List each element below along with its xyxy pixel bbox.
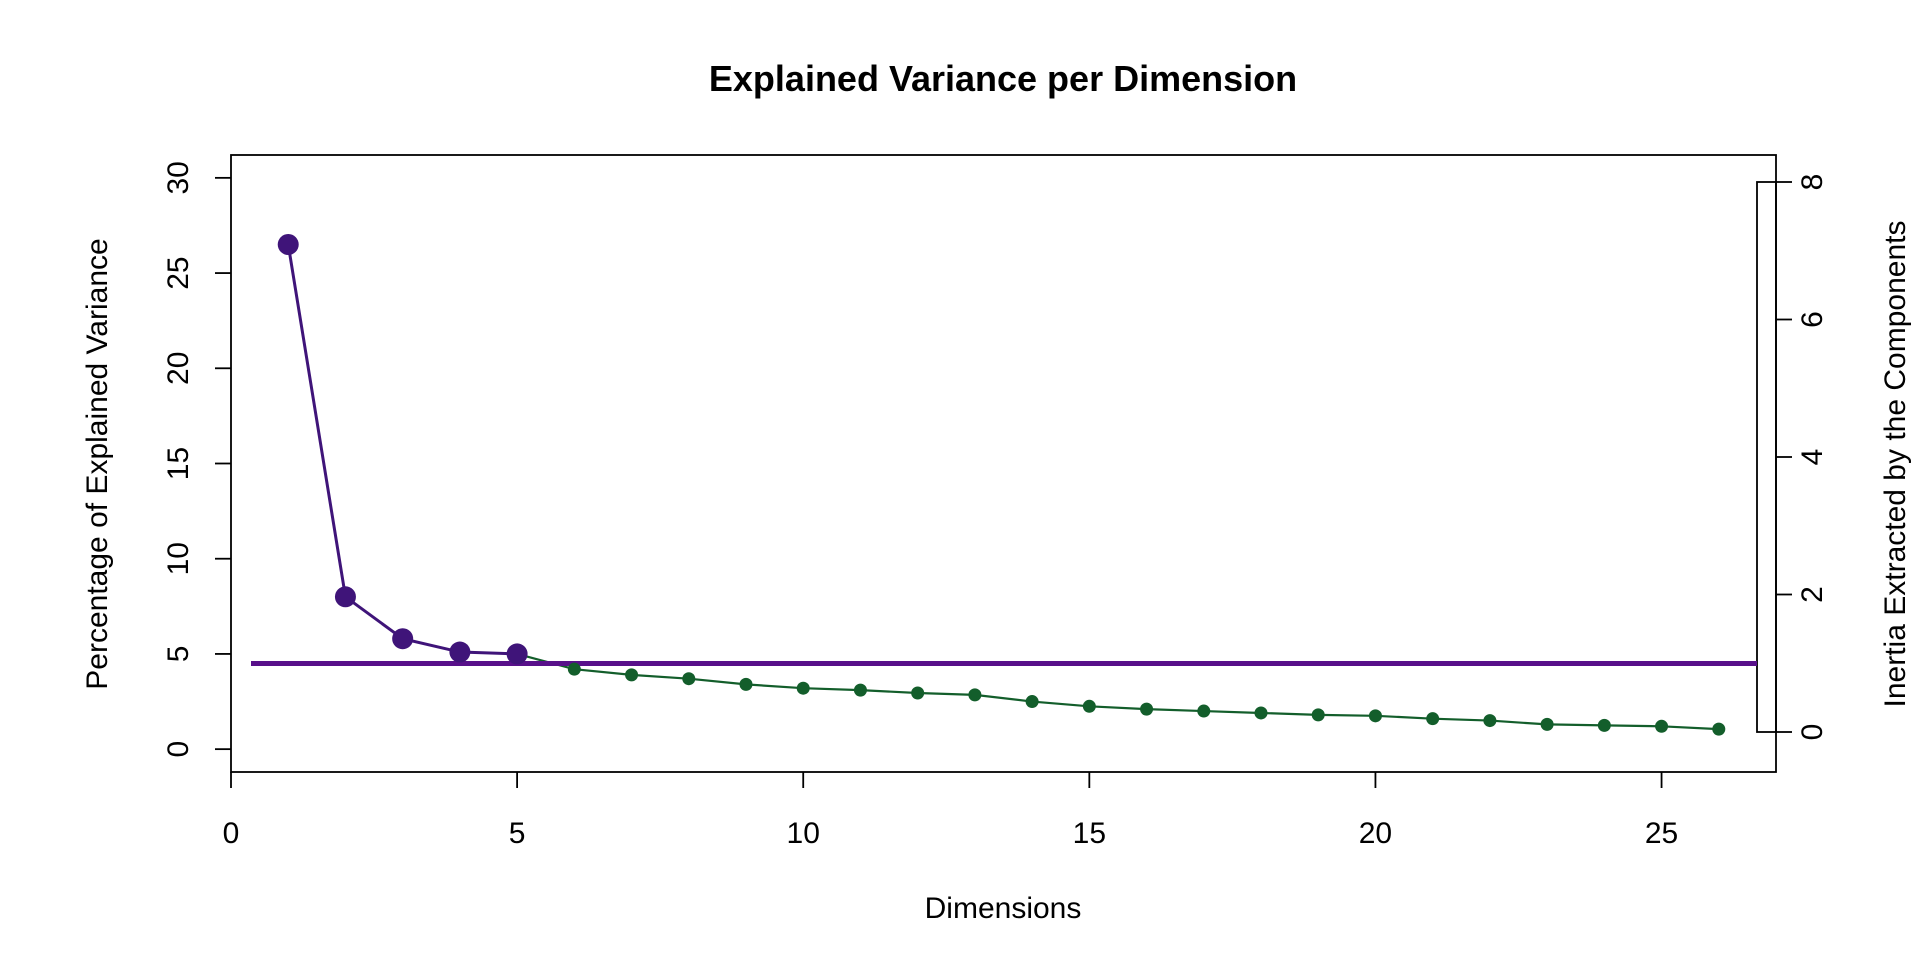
retained-data-point bbox=[449, 641, 471, 663]
data-point bbox=[853, 683, 867, 697]
data-point bbox=[1197, 704, 1211, 718]
x-tick-label: 25 bbox=[1645, 817, 1678, 850]
secondary-y-tick-label: 2 bbox=[1796, 586, 1829, 603]
data-point bbox=[1540, 717, 1554, 731]
data-point bbox=[739, 677, 753, 691]
secondary-y-axis-label: Inertia Extracted by the Components bbox=[1879, 221, 1912, 708]
y-tick-label: 20 bbox=[162, 352, 195, 385]
y-tick-label: 15 bbox=[162, 447, 195, 480]
data-point bbox=[567, 662, 581, 676]
y-tick-label: 25 bbox=[162, 256, 195, 289]
x-axis-label: Dimensions bbox=[925, 892, 1082, 925]
secondary-y-tick-label: 0 bbox=[1796, 724, 1829, 741]
retained-data-point bbox=[392, 628, 414, 650]
secondary-axis-bar bbox=[1756, 181, 1777, 733]
secondary-y-tick-label: 4 bbox=[1796, 449, 1829, 466]
secondary-y-axis: 0 2 4 6 8 bbox=[1776, 174, 1829, 741]
data-point bbox=[1597, 718, 1611, 732]
x-tick-label: 20 bbox=[1359, 817, 1392, 850]
x-tick-label: 10 bbox=[787, 817, 820, 850]
data-point bbox=[1025, 695, 1039, 709]
data-point bbox=[1140, 702, 1154, 716]
data-point bbox=[1368, 709, 1382, 723]
data-point bbox=[1426, 712, 1440, 726]
y-tick-label: 5 bbox=[162, 646, 195, 663]
data-point bbox=[1311, 708, 1325, 722]
plot-frame bbox=[230, 154, 1777, 773]
secondary-y-tick-label: 6 bbox=[1796, 311, 1829, 328]
data-point bbox=[1712, 722, 1726, 736]
data-point bbox=[1655, 719, 1669, 733]
data-point bbox=[682, 672, 696, 686]
data-point bbox=[1483, 714, 1497, 728]
chart-title: Explained Variance per Dimension bbox=[709, 58, 1297, 99]
y-axis: 0 5 10 15 20 25 30 bbox=[162, 161, 231, 757]
y-tick-label: 0 bbox=[162, 741, 195, 758]
y-tick-label: 30 bbox=[162, 161, 195, 194]
x-tick-label: 0 bbox=[223, 817, 240, 850]
x-tick-label: 5 bbox=[509, 817, 526, 850]
y-axis-label: Percentage of Explained Variance bbox=[81, 238, 114, 689]
data-point bbox=[796, 681, 810, 695]
other-series-line bbox=[516, 652, 1719, 731]
retained-series-line bbox=[286, 244, 518, 656]
retained-data-point bbox=[334, 586, 356, 608]
series-layer bbox=[251, 234, 1757, 736]
y-tick-label: 10 bbox=[162, 542, 195, 575]
retained-data-point bbox=[506, 643, 528, 665]
x-tick-label: 15 bbox=[1073, 817, 1106, 850]
secondary-y-tick-label: 8 bbox=[1796, 174, 1829, 191]
data-point bbox=[968, 688, 982, 702]
data-point bbox=[1082, 699, 1096, 713]
data-point bbox=[625, 668, 639, 682]
data-point bbox=[911, 686, 925, 700]
data-point bbox=[1254, 706, 1268, 720]
retained-data-point bbox=[277, 234, 299, 256]
x-axis: 0 5 10 15 20 25 bbox=[223, 772, 1678, 850]
